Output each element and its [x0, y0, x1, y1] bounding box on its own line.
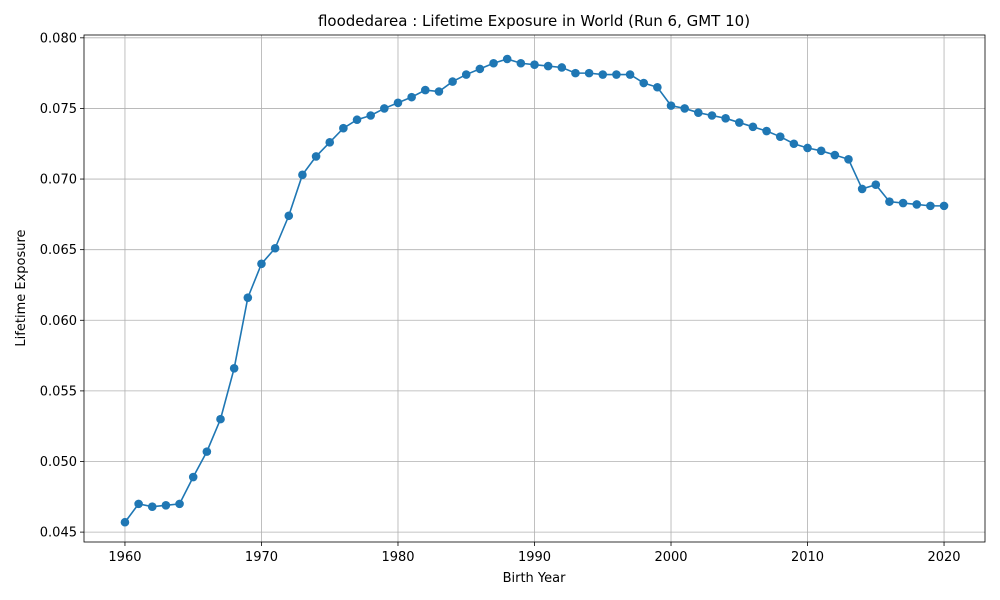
- data-point: [926, 201, 935, 211]
- data-point: [188, 472, 198, 482]
- data-point: [612, 70, 621, 79]
- x-axis-label: Birth Year: [503, 571, 567, 586]
- data-point: [325, 138, 335, 147]
- data-point: [420, 85, 430, 95]
- data-point: [475, 64, 485, 74]
- grid: [84, 35, 985, 542]
- y-tick-label: 0.055: [40, 384, 77, 399]
- data-point: [830, 150, 840, 160]
- data-point: [584, 68, 594, 78]
- y-tick-label: 0.065: [40, 243, 77, 258]
- data-point: [653, 82, 662, 92]
- data-point: [816, 146, 826, 156]
- data-point: [734, 118, 744, 127]
- series-line: [120, 54, 949, 527]
- x-tick-label: 2010: [791, 550, 824, 565]
- data-point: [393, 98, 403, 108]
- y-tick-label: 0.045: [40, 526, 77, 541]
- y-tick-label: 0.080: [40, 31, 77, 46]
- x-tick-label: 1960: [108, 550, 141, 565]
- data-point: [502, 54, 512, 64]
- x-tick-label: 2000: [654, 550, 687, 565]
- data-point: [120, 517, 130, 527]
- chart-title: floodedarea : Lifetime Exposure in World…: [318, 12, 750, 30]
- data-point: [530, 60, 539, 69]
- data-point: [666, 101, 676, 110]
- data-point: [366, 111, 375, 120]
- data-point: [762, 126, 771, 136]
- data-point: [311, 152, 321, 161]
- x-tick-label: 1980: [381, 550, 414, 565]
- data-point: [216, 414, 225, 424]
- data-point: [857, 184, 867, 194]
- y-axis-label: Lifetime Exposure: [14, 229, 29, 346]
- data-point: [202, 447, 212, 456]
- data-point: [898, 198, 908, 208]
- data-point: [598, 70, 608, 79]
- y-tick-label: 0.050: [40, 455, 77, 470]
- data-point: [229, 363, 239, 373]
- data-point: [912, 200, 922, 209]
- data-point: [175, 499, 184, 509]
- data-point: [339, 123, 348, 133]
- data-point: [434, 87, 444, 96]
- data-point: [448, 77, 457, 86]
- data-point: [489, 58, 498, 68]
- data-point: [885, 197, 894, 206]
- data-point: [844, 154, 853, 164]
- data-point: [939, 201, 949, 211]
- data-point: [639, 78, 649, 88]
- data-point: [257, 259, 266, 269]
- data-point: [557, 63, 567, 72]
- data-point: [161, 500, 171, 510]
- data-point: [803, 143, 812, 153]
- data-point: [571, 68, 580, 78]
- data-point: [461, 70, 471, 79]
- data-point: [147, 502, 157, 511]
- data-point: [543, 61, 553, 71]
- x-tick-label: 1990: [518, 550, 551, 565]
- data-point: [680, 104, 689, 113]
- data-point: [694, 108, 703, 117]
- data-point: [748, 122, 758, 132]
- data-point: [270, 243, 280, 253]
- data-point: [707, 111, 717, 120]
- data-point: [352, 115, 362, 125]
- data-point: [284, 211, 294, 221]
- data-point: [243, 293, 253, 302]
- data-point: [721, 114, 730, 123]
- data-point: [516, 58, 526, 68]
- x-tick-label: 1970: [245, 550, 278, 565]
- data-point: [625, 70, 635, 79]
- y-tick-label: 0.075: [40, 102, 77, 117]
- x-tick-label: 2020: [927, 550, 960, 565]
- data-point: [871, 180, 881, 189]
- data-point: [380, 104, 389, 113]
- x-axis: 1960 1970 1980 1990 2000 2010 2020: [108, 542, 961, 565]
- y-tick-label: 0.070: [40, 173, 77, 188]
- data-point: [775, 132, 785, 141]
- y-tick-label: 0.060: [40, 314, 77, 329]
- data-point: [407, 92, 416, 102]
- data-point: [134, 499, 143, 509]
- data-point: [298, 170, 307, 180]
- y-axis: 0.045 0.050 0.055 0.060 0.065 0.070 0.075 0.080: [40, 31, 84, 541]
- data-point: [789, 139, 799, 149]
